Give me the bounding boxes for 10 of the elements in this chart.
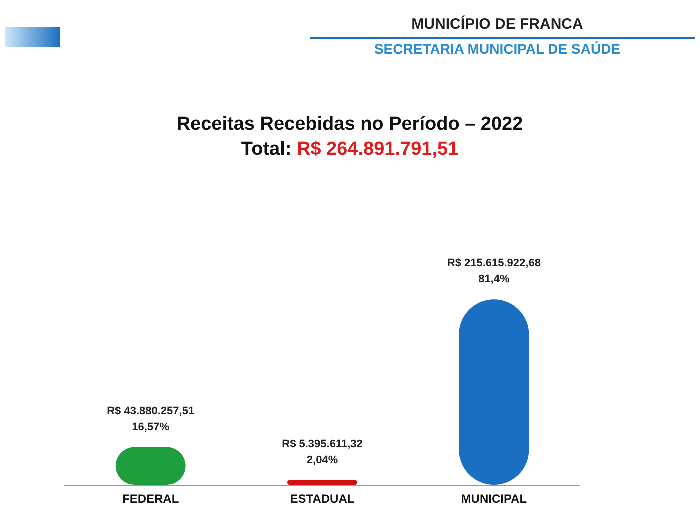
text: SECRETARIA MUNICIPAL DE SAÚDE [373, 41, 622, 57]
chart-subtitle: Total: R$ 264.891.791,51 [241, 139, 460, 160]
x-tick-label: ESTADUAL [290, 492, 355, 506]
text: MUNICÍPIO DE FRANCA [410, 16, 584, 33]
data-label: R$ 215.615.922,68 81,4% [447, 258, 541, 286]
x-tick-label: FEDERAL [122, 492, 180, 506]
x-tick-label: MUNICIPAL [461, 492, 528, 506]
chart-title: Receitas Recebidas no Período – 2022 [176, 114, 524, 135]
data-label: R$ 43.880.257,51 16,57% [107, 405, 195, 434]
data-label: R$ 5.395.611,32 2,04% [282, 438, 363, 466]
